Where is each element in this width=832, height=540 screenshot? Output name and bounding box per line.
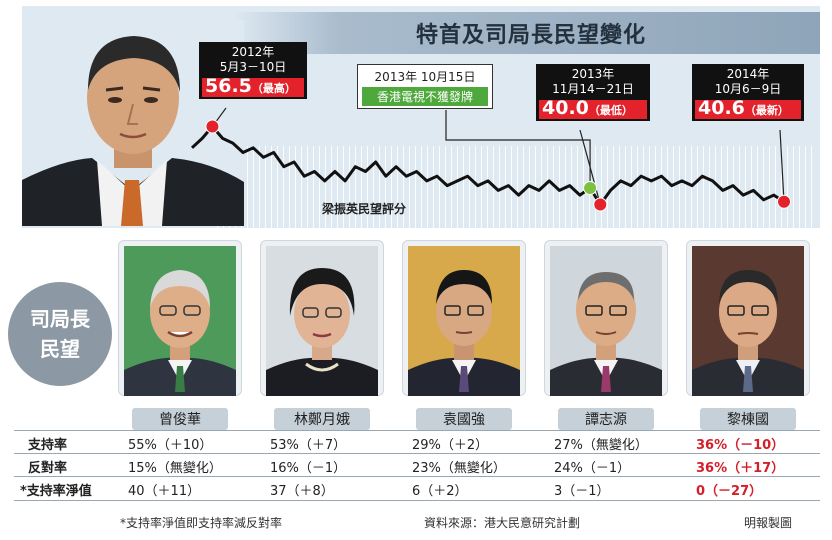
cell-oppose-1: 15%（無變化） — [128, 461, 222, 476]
official-photo-2 — [266, 246, 378, 396]
callout-latest-value-box: 40.6（最新） — [695, 97, 801, 119]
callout-highest-year: 2012年 — [231, 45, 275, 59]
row-label-support: 支持率 — [28, 438, 68, 453]
official-card-5 — [686, 240, 810, 396]
callout-lowest-value: 40.0 — [542, 97, 589, 119]
highlight-marker — [593, 197, 608, 212]
official-photo-5 — [692, 246, 804, 396]
callout-lowest: 2013年 11月14－21日 40.0（最低） — [536, 64, 650, 121]
callout-lowest-date: 11月14－21日 — [552, 82, 634, 96]
highlight-marker — [205, 119, 220, 134]
side-label-line2: 民望 — [40, 337, 80, 361]
callout-tv-license: 2013年 10月15日 香港電視不獲發牌 — [357, 64, 493, 109]
chief-executive-portrait — [22, 20, 244, 226]
cell-net-5: 0（－27） — [696, 484, 763, 499]
official-photo-1 — [124, 246, 236, 396]
callout-tv-date: 2013年 10月15日 — [374, 70, 476, 84]
official-name-2: 林鄭月娥 — [274, 408, 370, 430]
row-label-oppose: 反對率 — [28, 461, 68, 476]
official-photo-3 — [408, 246, 520, 396]
table-divider — [14, 453, 820, 454]
cell-net-3: 6（＋2） — [412, 484, 468, 499]
chart-title: 特首及司局長民望變化 — [415, 23, 646, 48]
official-name-5: 黎棟國 — [700, 408, 796, 430]
callout-lowest-note: （最低） — [588, 104, 633, 117]
leader-line — [445, 110, 591, 188]
highlight-marker — [583, 181, 598, 195]
callout-lowest-year: 2013年 — [571, 67, 615, 81]
cell-oppose-4: 24%（－1） — [554, 461, 631, 476]
title-bar: 特首及司局長民望變化 — [232, 12, 820, 54]
footnote: *支持率淨值即支持率減反對率 — [120, 516, 283, 530]
callout-latest-date: 10月6－9日 — [714, 82, 782, 96]
callout-highest: 2012年 5月3－10日 56.5（最高） — [199, 42, 307, 99]
source-note: 資料來源：港大民意研究計劃 — [424, 516, 581, 530]
official-photo-4 — [550, 246, 662, 396]
cell-net-4: 3（－1） — [554, 484, 610, 499]
row-label-net: *支持率淨值 — [20, 484, 92, 499]
callout-latest: 2014年 10月6－9日 40.6（最新） — [692, 64, 804, 121]
highlight-marker — [777, 194, 791, 209]
official-name-4: 譚志源 — [558, 408, 654, 430]
trend-line — [190, 125, 785, 206]
cell-oppose-3: 23%（無變化） — [412, 461, 506, 476]
official-name-3: 袁國強 — [416, 408, 512, 430]
callout-highest-value-box: 56.5（最高） — [202, 75, 304, 97]
callout-highest-value: 56.5 — [205, 75, 252, 97]
official-card-1 — [118, 240, 242, 396]
callout-highest-note: （最高） — [251, 82, 296, 95]
table-divider — [14, 500, 820, 501]
table-divider — [14, 476, 820, 477]
side-label-badge: 司局長 民望 — [8, 282, 112, 386]
cell-support-2: 53%（＋7） — [270, 438, 347, 453]
official-card-4 — [544, 240, 668, 396]
official-card-2 — [260, 240, 384, 396]
cell-support-1: 55%（＋10） — [128, 438, 213, 453]
callout-highest-date: 5月3－10日 — [219, 60, 287, 74]
credit-note: 明報製圖 — [744, 516, 793, 530]
leader-line — [579, 129, 601, 205]
side-label-line1: 司局長 — [30, 307, 90, 331]
callout-latest-value: 40.6 — [698, 97, 745, 119]
callout-tv-note: 香港電視不獲發牌 — [362, 87, 488, 106]
official-card-3 — [402, 240, 526, 396]
callout-latest-year: 2014年 — [726, 67, 770, 81]
cell-support-3: 29%（＋2） — [412, 438, 489, 453]
cell-support-4: 27%（無變化） — [554, 438, 648, 453]
table-divider — [14, 430, 820, 431]
trend-chart — [190, 107, 791, 212]
cell-net-2: 37（＋8） — [270, 484, 334, 499]
cell-oppose-2: 16%（－1） — [270, 461, 347, 476]
callout-lowest-value-box: 40.0（最低） — [539, 97, 647, 119]
cell-net-1: 40（＋11） — [128, 484, 201, 499]
callout-latest-note: （最新） — [744, 104, 789, 117]
cell-oppose-5: 36%（＋17） — [696, 461, 785, 476]
cell-support-5: 36%（－10） — [696, 438, 785, 453]
leader-line — [779, 129, 785, 202]
series-label: 梁振英民望評分 — [322, 202, 407, 216]
official-name-1: 曾俊華 — [132, 408, 228, 430]
